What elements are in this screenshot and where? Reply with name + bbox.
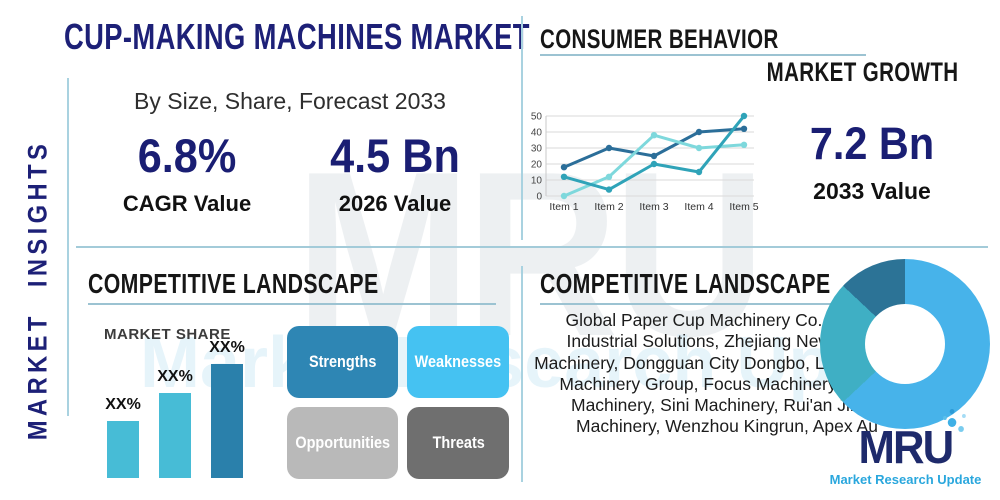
bar	[107, 421, 139, 478]
forecast-stat: 7.2 Bn 2033 Value	[787, 118, 957, 205]
forecast-value: 7.2 Bn	[809, 118, 935, 169]
logo-splash-dot-icon	[961, 414, 966, 418]
competitive-landscape-left-underline	[88, 303, 496, 305]
svg-text:20: 20	[531, 160, 543, 171]
cagr-stat: 6.8% CAGR Value	[102, 128, 272, 217]
competitor-donut-chart	[820, 259, 990, 429]
consumer-behavior-heading: CONSUMER BEHAVIOR	[540, 24, 779, 54]
swot-grid: Strengths Weaknesses Opportunities Threats	[287, 326, 510, 479]
market-share-label: MARKET SHARE	[104, 326, 231, 343]
swot-cell-weaknesses: Weaknesses	[407, 326, 510, 398]
bar-column: XX%	[105, 396, 141, 478]
page-subtitle: By Size, Share, Forecast 2033	[134, 88, 446, 114]
top-vertical-divider	[521, 16, 523, 240]
base-year-stat: 4.5 Bn 2026 Value	[310, 128, 480, 217]
bottom-vertical-divider	[521, 266, 523, 482]
consumer-behavior-underline	[540, 54, 866, 56]
svg-text:30: 30	[531, 144, 543, 155]
bar-column: XX%	[157, 368, 193, 478]
svg-text:Item 4: Item 4	[684, 201, 713, 213]
brand-logo: MRU Market Research Update	[828, 409, 983, 487]
svg-text:10: 10	[531, 176, 543, 187]
base-year-value: 4.5 Bn	[330, 129, 460, 182]
swot-cell-label: Weaknesses	[415, 352, 502, 371]
logo-tagline: Market Research Update	[829, 472, 982, 487]
logo-splash-dot-icon	[958, 426, 964, 432]
bar-value-label: XX%	[157, 368, 193, 385]
page-title: CUP-MAKING MACHINES MARKET	[64, 16, 530, 57]
cagr-value: 6.8%	[137, 129, 237, 182]
base-year-label: 2026 Value	[338, 191, 452, 216]
logo-splash-dot-icon	[949, 409, 955, 414]
logo-splash-dot-icon	[947, 418, 957, 427]
left-rail-divider	[67, 78, 69, 416]
competitive-landscape-right-underline	[540, 303, 932, 305]
bar	[211, 364, 243, 478]
svg-text:40: 40	[531, 128, 543, 139]
market-share-bar-chart: XX% XX% XX%	[105, 338, 256, 478]
bar-value-label: XX%	[209, 339, 245, 356]
horizontal-divider	[76, 246, 988, 248]
swot-cell-label: Threats	[432, 433, 485, 452]
svg-text:Item 5: Item 5	[729, 201, 758, 213]
bar	[159, 393, 191, 478]
logo-text: MRU	[859, 409, 966, 470]
swot-cell-threats: Threats	[407, 407, 510, 479]
svg-text:50: 50	[531, 112, 543, 123]
forecast-label: 2033 Value	[813, 178, 931, 204]
svg-text:Item 2: Item 2	[594, 201, 623, 213]
market-growth-heading: MARKET GROWTH	[766, 57, 958, 87]
bar-column: XX%	[209, 339, 245, 478]
competitive-landscape-left-heading: COMPETITIVE LANDSCAPE	[88, 268, 379, 299]
swot-cell-label: Opportunities	[295, 433, 391, 452]
market-insights-vertical-label: MARKET INSIGHTS	[22, 139, 53, 441]
svg-text:0: 0	[536, 192, 542, 203]
swot-cell-label: Strengths	[308, 352, 377, 371]
swot-cell-strengths: Strengths	[287, 326, 399, 398]
swot-cell-opportunities: Opportunities	[287, 407, 399, 479]
svg-text:Item 3: Item 3	[639, 201, 668, 213]
svg-text:Item 1: Item 1	[549, 201, 578, 213]
bar-value-label: XX%	[105, 396, 141, 413]
competitive-landscape-right-heading: COMPETITIVE LANDSCAPE	[540, 268, 831, 299]
logo-splash-dot-icon	[942, 416, 947, 420]
cagr-label: CAGR Value	[122, 191, 252, 216]
market-growth-line-chart: 0 10 20 30 40 50 Item 1 Item 2 Item 3 Item 4 Item …	[531, 112, 759, 214]
